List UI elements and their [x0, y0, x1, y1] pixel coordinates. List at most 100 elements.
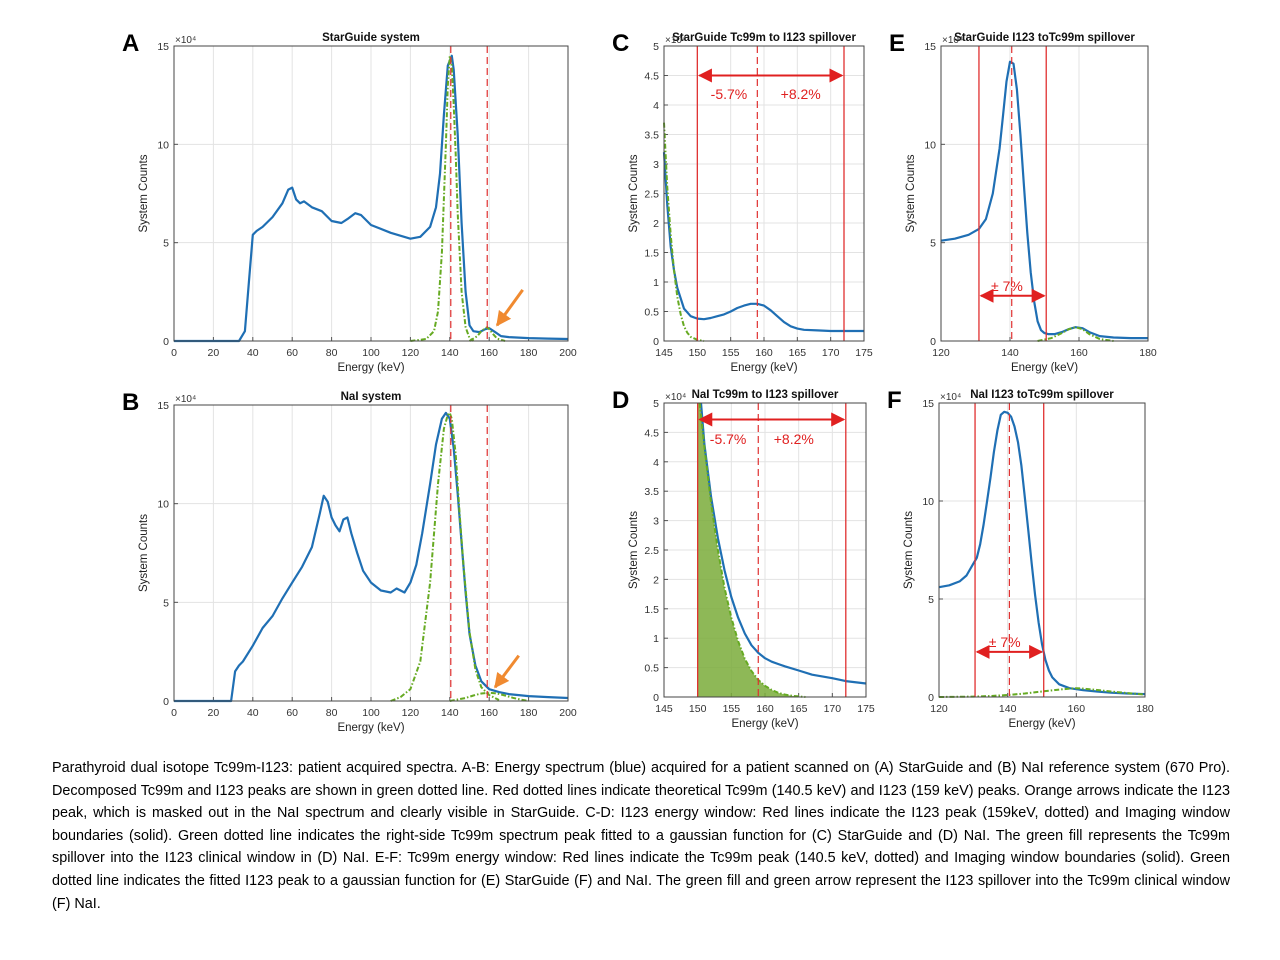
x-tick-label: 120	[402, 707, 420, 719]
x-tick-label: 170	[822, 347, 840, 359]
chart-title: StarGuide Tc99m to I123 spillover	[672, 32, 856, 44]
y-tick-label: 1	[653, 277, 659, 289]
gaussian-fit-line	[663, 122, 705, 342]
window-percent-annotation: +8.2%	[774, 431, 814, 447]
x-tick-label: 160	[480, 707, 498, 719]
panel-letter: A	[122, 30, 139, 57]
x-tick-label: 60	[286, 707, 298, 719]
y-tick-label: 1.5	[644, 604, 659, 616]
y-tick-label: 15	[157, 400, 169, 412]
y-axis-label: System Counts	[628, 154, 640, 232]
spectrum-line	[174, 54, 569, 343]
chart-title: NaI I123 toTc99m spillover	[970, 389, 1114, 401]
x-tick-label: 150	[689, 347, 707, 359]
y-axis-exponent: ×10⁴	[665, 35, 686, 46]
x-tick-label: 60	[286, 347, 298, 359]
plot-frame	[938, 402, 1146, 698]
x-tick-label: 20	[208, 347, 220, 359]
x-tick-label: 180	[1139, 347, 1157, 359]
x-tick-label: 140	[1001, 347, 1019, 359]
plot-area	[939, 403, 1145, 697]
y-tick-label: 4	[653, 457, 659, 469]
y-tick-label: 0	[653, 336, 659, 348]
x-tick-label: 175	[857, 703, 875, 715]
x-tick-label: 175	[855, 347, 873, 359]
x-tick-label: 155	[723, 703, 741, 715]
x-tick-label: 100	[362, 347, 380, 359]
x-tick-label: 0	[171, 707, 177, 719]
y-tick-label: 1.5	[644, 248, 659, 260]
i123-peak-arrow	[493, 654, 520, 689]
chart-panel-a: 0 20 40 60 80 100 120 140 160 180 200 0 5 10 15 StarGui…	[122, 30, 577, 374]
gaussian-fit-line	[698, 402, 806, 698]
y-tick-label: 10	[157, 139, 169, 151]
window-percent-annotation: ± 7%	[991, 278, 1023, 294]
plot-frame	[173, 45, 569, 342]
y-tick-label: 10	[157, 499, 169, 511]
plot-area	[941, 46, 1148, 341]
panel-letter: C	[612, 30, 629, 57]
chart-panel-b: 0 20 40 60 80 100 120 140 160 180 200 0 5 10 15 NaI sys…	[122, 389, 577, 734]
chart-panel-c: 145 150 155 160 165 170 175 0 0.5 1 1.5 2 2.5 3 3.5 4 4.…	[612, 30, 873, 374]
chart-title: NaI Tc99m to I123 spillover	[692, 389, 839, 401]
y-tick-label: 4	[653, 100, 659, 112]
panel-letter: E	[889, 30, 905, 57]
y-tick-label: 0.5	[644, 307, 659, 319]
x-axis-label: Energy (keV)	[1008, 718, 1075, 730]
x-tick-label: 165	[790, 703, 808, 715]
x-tick-label: 180	[520, 347, 538, 359]
y-axis-label: System Counts	[138, 154, 150, 232]
y-tick-label: 15	[922, 398, 934, 410]
figure-caption: Parathyroid dual isotope Tc99m-I123: pat…	[52, 760, 1230, 912]
y-tick-label: 5	[163, 597, 169, 609]
x-tick-label: 100	[362, 707, 380, 719]
x-tick-label: 140	[441, 347, 459, 359]
x-tick-label: 160	[1068, 703, 1086, 715]
chart-panel-d: 145 150 155 160 165 170 175 0 0.5 1 1.5 2 2.5 3 3.5 4 4.…	[612, 387, 875, 730]
x-tick-label: 20	[208, 707, 220, 719]
x-axis-label: Energy (keV)	[1011, 362, 1078, 374]
y-tick-label: 15	[924, 41, 936, 53]
y-tick-label: 5	[930, 238, 936, 250]
y-tick-label: 3	[653, 159, 659, 171]
x-tick-label: 155	[722, 347, 740, 359]
y-tick-label: 3.5	[644, 486, 659, 498]
window-percent-annotation: -5.7%	[711, 86, 748, 102]
y-axis-exponent: ×10⁴	[175, 35, 196, 46]
y-tick-label: 0.5	[644, 663, 659, 675]
x-tick-label: 120	[932, 347, 950, 359]
x-tick-label: 145	[655, 703, 673, 715]
y-tick-label: 0	[653, 692, 659, 704]
x-axis-label: Energy (keV)	[337, 722, 404, 734]
y-tick-label: 0	[163, 696, 169, 708]
x-tick-label: 165	[789, 347, 807, 359]
x-tick-label: 200	[559, 347, 577, 359]
y-tick-label: 10	[924, 139, 936, 151]
y-tick-label: 10	[922, 496, 934, 508]
x-tick-label: 80	[326, 347, 338, 359]
spillover-fill	[697, 403, 806, 697]
x-tick-label: 40	[247, 707, 259, 719]
x-axis-label: Energy (keV)	[731, 718, 798, 730]
y-axis-exponent: ×10⁴	[940, 392, 961, 403]
chart-title: StarGuide I123 toTc99m spillover	[954, 32, 1135, 44]
gaussian-fit-line	[449, 691, 529, 702]
y-tick-label: 4.5	[644, 427, 659, 439]
x-tick-label: 140	[441, 707, 459, 719]
y-tick-label: 1	[653, 633, 659, 645]
y-tick-label: 2.5	[644, 189, 659, 201]
x-tick-label: 0	[171, 347, 177, 359]
y-tick-label: 0	[930, 336, 936, 348]
y-axis-label: System Counts	[138, 514, 150, 592]
x-tick-label: 150	[689, 703, 707, 715]
gaussian-fit-line	[390, 411, 500, 702]
panel-letter: D	[612, 387, 629, 414]
y-axis-exponent: ×10⁴	[175, 394, 196, 405]
x-tick-label: 160	[755, 347, 773, 359]
x-tick-label: 140	[999, 703, 1017, 715]
x-tick-label: 160	[756, 703, 774, 715]
x-tick-label: 80	[326, 707, 338, 719]
y-tick-label: 5	[163, 238, 169, 250]
plot-frame	[663, 45, 865, 342]
panel-letter: B	[122, 389, 139, 416]
